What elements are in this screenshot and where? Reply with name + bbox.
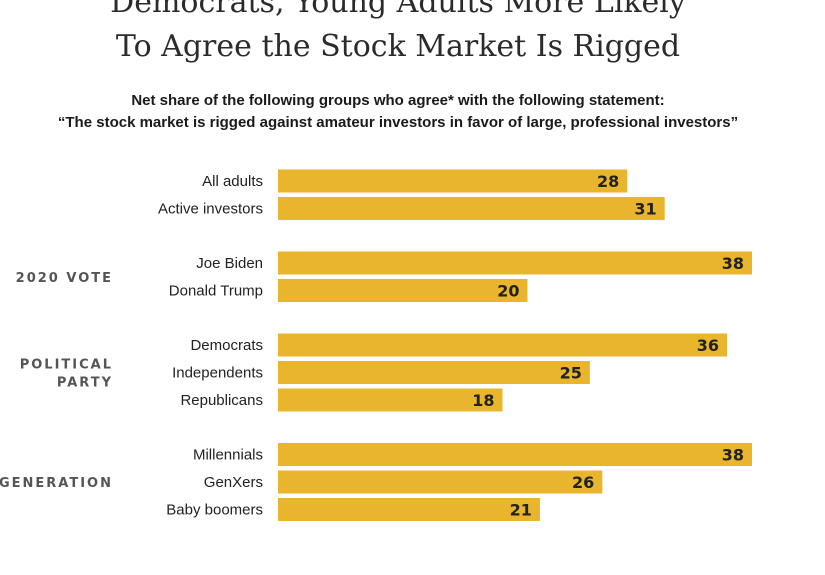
data-label: 38 (722, 446, 744, 465)
category-label: Baby boomers (166, 502, 263, 519)
data-label: 31 (634, 200, 656, 219)
category-label: Millennials (193, 447, 263, 464)
category-label: All adults (202, 173, 263, 190)
category-label: Independents (172, 365, 263, 382)
category-label: GenXers (204, 474, 263, 491)
bar (278, 443, 752, 466)
chart-title-line-2: To Agree the Stock Market Is Rigged (116, 29, 680, 64)
bar (278, 197, 665, 220)
bar (278, 169, 628, 193)
chart-subtitle-line-1: Net share of the following groups who ag… (131, 92, 664, 109)
group-label: 2020 VOTE (16, 271, 113, 286)
category-label: Joe Biden (196, 255, 263, 272)
bar (278, 498, 540, 521)
data-label: 26 (572, 473, 594, 492)
category-label: Republicans (180, 392, 263, 409)
group-label: POLITICAL (20, 358, 113, 373)
plot-area: All adults 28 Active investors 31 Joe Biden 3… (0, 169, 752, 521)
data-label: 20 (497, 282, 519, 301)
category-label: Democrats (190, 337, 263, 354)
data-label: 38 (722, 254, 744, 273)
group-label: GENERATION (0, 476, 113, 491)
category-label: Donald Trump (169, 283, 263, 300)
bar (278, 388, 503, 412)
group-label: PARTY (57, 376, 113, 391)
chart-subtitle: Net share of the following groups who ag… (58, 92, 738, 131)
chart-title-line-1: Democrats, Young Adults More Likely (110, 0, 686, 20)
data-label: 28 (597, 172, 619, 191)
data-label: 18 (472, 391, 494, 410)
data-label: 21 (510, 501, 532, 520)
chart-title: Democrats, Young Adults More Likely To A… (110, 0, 686, 64)
category-label: Active investors (158, 201, 263, 218)
bar (278, 279, 528, 302)
data-label: 25 (560, 364, 582, 383)
chart-subtitle-line-2: “The stock market is rigged against amat… (58, 114, 738, 131)
bar (278, 361, 590, 384)
bar (278, 470, 603, 494)
data-label: 36 (697, 336, 719, 355)
bar (278, 251, 752, 275)
bar (278, 333, 728, 357)
